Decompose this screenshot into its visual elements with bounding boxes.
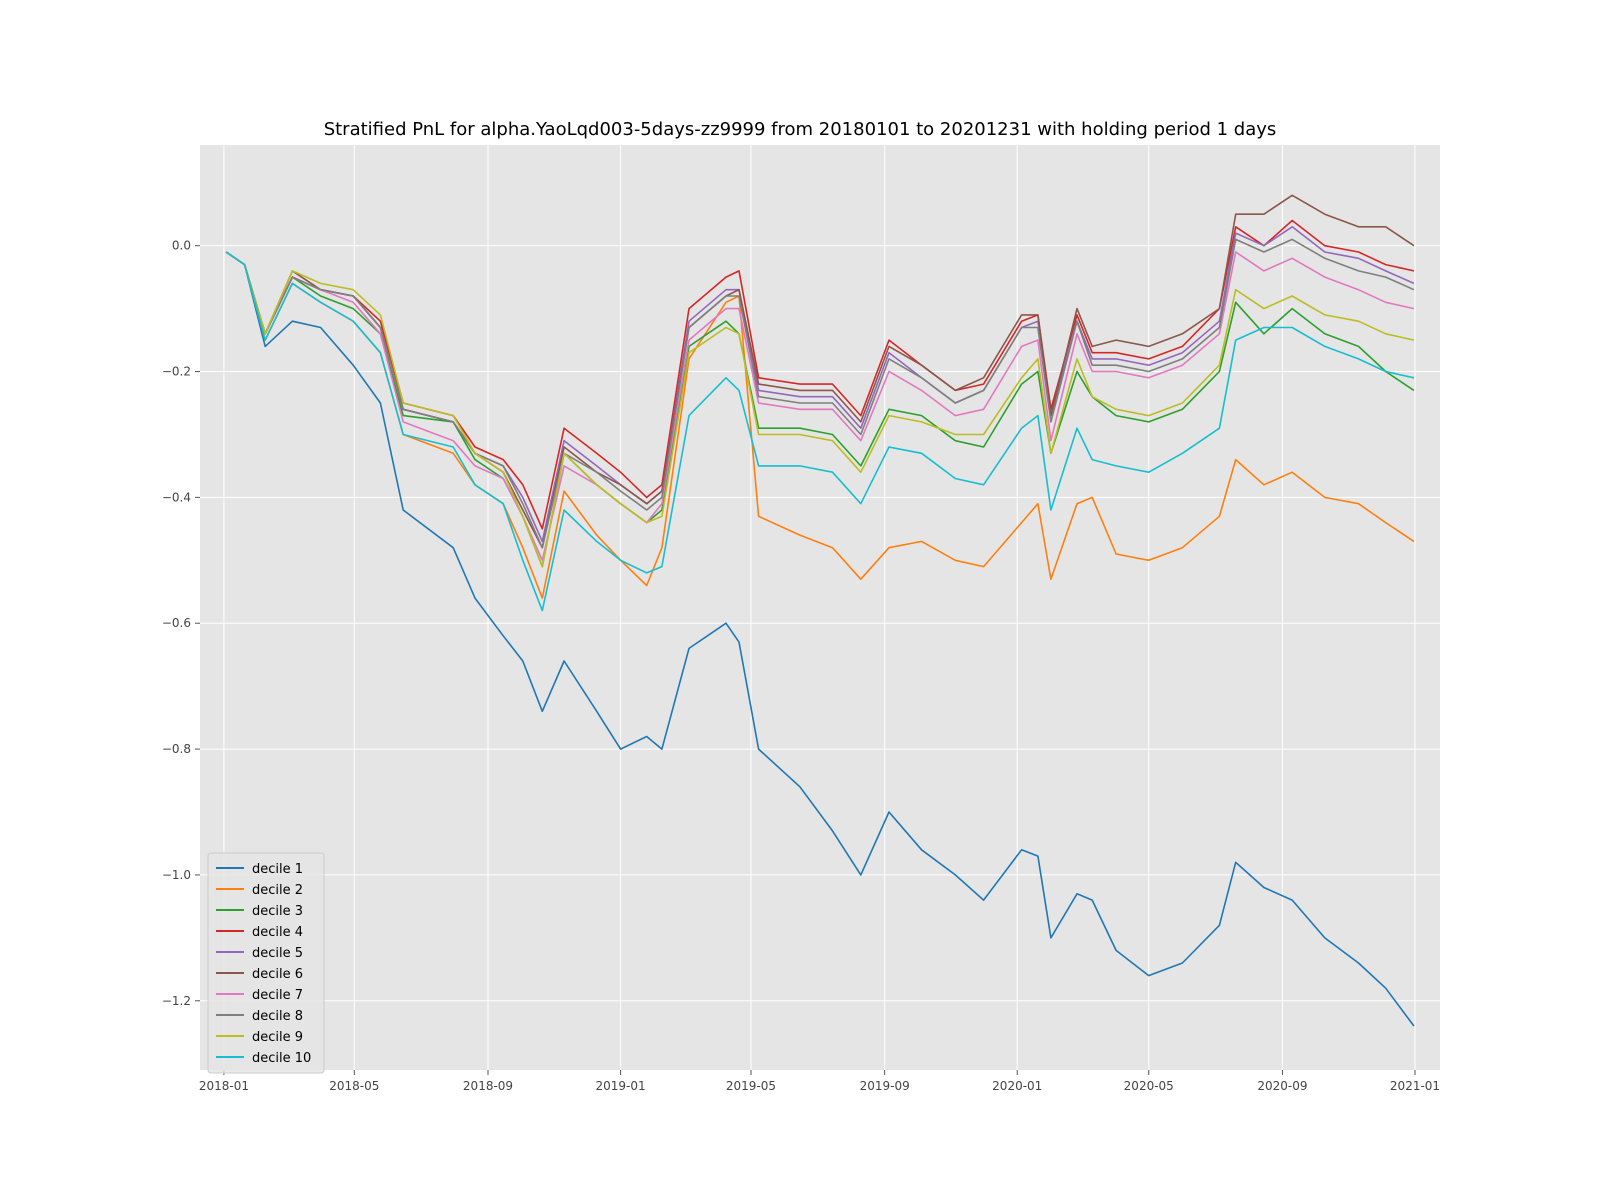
series-lines bbox=[225, 194, 1415, 1027]
x-tick-label: 2020-05 bbox=[1124, 1079, 1174, 1093]
x-tick-label: 2019-01 bbox=[596, 1079, 646, 1093]
x-tick-label: 2019-05 bbox=[726, 1079, 776, 1093]
x-axis: 2018-01 2018-05 2018-09 2019-01 2019-05 2019-… bbox=[199, 1070, 1440, 1093]
y-tick-label: 0.0 bbox=[172, 239, 191, 253]
series-line-decile-8 bbox=[225, 238, 1415, 549]
series-line-decile-1 bbox=[225, 251, 1415, 1027]
legend-label: decile 6 bbox=[252, 967, 303, 982]
series-line-decile-10 bbox=[225, 251, 1415, 612]
legend-label: decile 3 bbox=[252, 904, 303, 919]
y-tick-label: −0.2 bbox=[162, 365, 191, 379]
y-tick-label: −1.2 bbox=[162, 994, 191, 1008]
series-line-decile-3 bbox=[225, 251, 1415, 568]
legend-label: decile 7 bbox=[252, 988, 303, 1003]
legend-box bbox=[207, 852, 325, 1074]
y-tick-label: −1.0 bbox=[162, 868, 191, 882]
x-tick-label: 2018-05 bbox=[329, 1079, 379, 1093]
plot-area bbox=[200, 145, 1440, 1070]
legend-label: decile 8 bbox=[252, 1009, 303, 1024]
y-axis: 0.0 −0.2 −0.4 −0.6 −0.8 −1.0 −1.2 bbox=[162, 239, 200, 1008]
legend-label: decile 9 bbox=[252, 1030, 303, 1045]
x-tick-label: 2018-01 bbox=[199, 1079, 249, 1093]
legend-label: decile 5 bbox=[252, 946, 303, 961]
x-tick-label: 2020-09 bbox=[1257, 1079, 1307, 1093]
series-line-decile-7 bbox=[225, 251, 1415, 562]
legend-label: decile 2 bbox=[252, 883, 303, 898]
x-tick-label: 2021-01 bbox=[1390, 1079, 1440, 1093]
y-tick-label: −0.8 bbox=[162, 742, 191, 756]
y-tick-label: −0.4 bbox=[162, 490, 191, 504]
x-tick-label: 2019-09 bbox=[860, 1079, 910, 1093]
legend-label: decile 1 bbox=[252, 862, 303, 877]
x-tick-label: 2018-09 bbox=[463, 1079, 513, 1093]
series-line-decile-2 bbox=[225, 251, 1415, 599]
x-tick-label: 2020-01 bbox=[992, 1079, 1042, 1093]
series-line-decile-9 bbox=[225, 251, 1415, 568]
legend-label: decile 4 bbox=[252, 925, 303, 940]
grid-lines bbox=[200, 145, 1440, 1070]
legend: decile 1 decile 2 decile 3 decile 4 decile 5… bbox=[207, 852, 325, 1074]
legend-label: decile 10 bbox=[252, 1051, 311, 1066]
y-tick-label: −0.6 bbox=[162, 616, 191, 630]
chart-title: Stratified PnL for alpha.YaoLqd003-5days… bbox=[324, 119, 1277, 140]
